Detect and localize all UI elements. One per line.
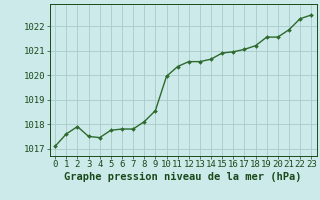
X-axis label: Graphe pression niveau de la mer (hPa): Graphe pression niveau de la mer (hPa)	[64, 172, 302, 182]
